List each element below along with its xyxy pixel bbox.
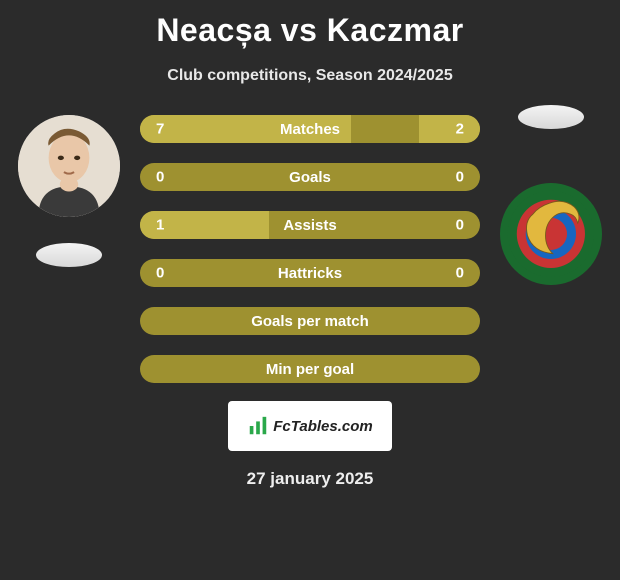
stat-bar: 10Assists [140, 211, 480, 239]
stat-label: Hattricks [140, 265, 480, 282]
footer-date: 27 january 2025 [10, 469, 610, 489]
player-left-avatar [18, 115, 120, 217]
stat-label: Goals [140, 169, 480, 186]
stat-bar: Min per goal [140, 355, 480, 383]
stat-bar: 00Hattricks [140, 259, 480, 287]
player-right-column [492, 115, 610, 285]
stat-label: Goals per match [140, 313, 480, 330]
stat-bar: Goals per match [140, 307, 480, 335]
subtitle: Club competitions, Season 2024/2025 [10, 67, 610, 85]
player-right-badge [500, 183, 602, 285]
stat-label: Assists [140, 217, 480, 234]
player-left-flag [36, 243, 102, 267]
stats-bars: 72Matches 00Goals 10Assists 00Hattricks Goal… [140, 115, 480, 383]
page-title: Neacșa vs Kaczmar [10, 12, 610, 49]
stat-label: Matches [140, 121, 480, 138]
club-badge-icon [506, 189, 596, 279]
footer-brand-badge: FcTables.com [228, 401, 392, 451]
player-right-flag [518, 105, 584, 129]
footer-brand-text: FcTables.com [273, 418, 372, 435]
stat-bar: 72Matches [140, 115, 480, 143]
avatar-placeholder-icon [18, 115, 120, 217]
stat-bar: 00Goals [140, 163, 480, 191]
player-left-column [10, 115, 128, 267]
comparison-main: 72Matches 00Goals 10Assists 00Hattricks Goal… [10, 115, 610, 383]
stat-label: Min per goal [140, 361, 480, 378]
bar-chart-icon [247, 415, 269, 437]
